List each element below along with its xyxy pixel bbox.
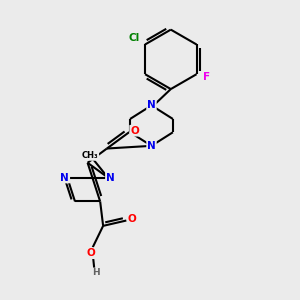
Text: Cl: Cl <box>128 33 140 43</box>
Text: O: O <box>87 248 96 258</box>
Text: O: O <box>128 214 136 224</box>
Text: N: N <box>106 172 115 183</box>
Text: O: O <box>130 126 139 136</box>
Text: H: H <box>92 268 100 277</box>
Text: N: N <box>147 141 156 151</box>
Text: CH₃: CH₃ <box>82 151 98 160</box>
Text: N: N <box>147 100 156 110</box>
Text: N: N <box>61 172 69 183</box>
Text: F: F <box>203 72 211 82</box>
